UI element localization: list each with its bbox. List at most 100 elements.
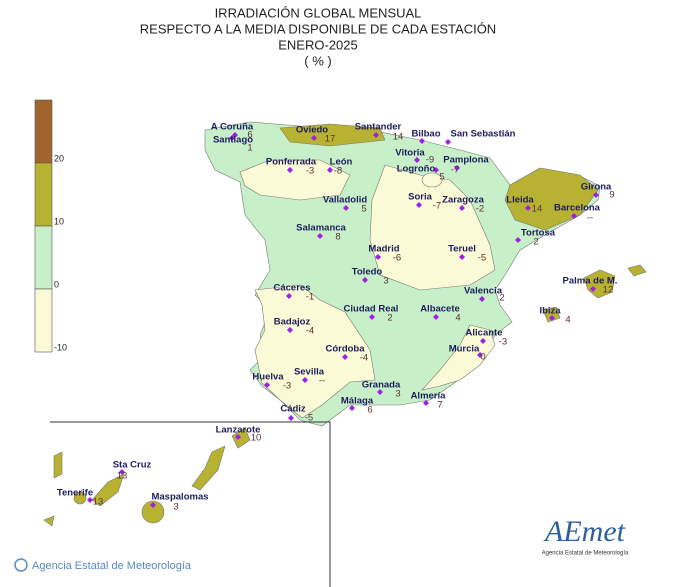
zone: [421, 172, 443, 188]
station-value: -3: [283, 381, 291, 392]
station-name: Ciudad Real: [344, 304, 399, 315]
station-value: 4: [565, 315, 570, 326]
station-name: Almería: [411, 391, 447, 402]
legend-swatch: [34, 99, 53, 164]
island: [542, 306, 561, 323]
station-name: Santander: [355, 122, 402, 133]
station-name: Cádiz: [280, 404, 306, 415]
station-marker: [342, 354, 348, 360]
station-value: -5: [305, 413, 313, 424]
station-marker: [515, 237, 521, 243]
station-marker: [288, 415, 294, 421]
station-marker: [373, 132, 379, 138]
station-name: Alicante: [466, 328, 503, 339]
station-name: Ponferrada: [266, 157, 317, 168]
station-name: Sevilla: [294, 367, 325, 378]
logo-subtitle: Agencia Estatal de Meteorología: [542, 551, 629, 557]
station-marker: [287, 327, 293, 333]
station-name: Salamanca: [296, 223, 346, 234]
station-name: Lanzarote: [216, 425, 261, 436]
logo: AEmet: [543, 515, 626, 548]
station-value: -9: [426, 155, 434, 166]
station-name: Huelva: [252, 372, 284, 383]
legend-label: 20: [54, 153, 64, 163]
station-marker: [423, 400, 429, 406]
zone: [239, 159, 351, 201]
station-marker: [311, 135, 317, 141]
title-line: ( % ): [304, 53, 331, 68]
station-value: 8: [335, 232, 340, 243]
station-name: Toledo: [352, 267, 383, 278]
station-marker: [433, 167, 439, 173]
station-value: 2: [387, 313, 392, 324]
station-value: 1: [247, 143, 252, 154]
station-marker: [150, 502, 156, 508]
station-marker: [362, 277, 368, 283]
station-value: -4: [360, 353, 368, 364]
footer-icon: [14, 558, 28, 572]
station-name: Valencia: [464, 286, 503, 297]
station-value: 10: [251, 433, 262, 444]
island: [73, 491, 87, 505]
station-value: -5: [478, 253, 486, 264]
station-name: Sta Cruz: [113, 460, 152, 471]
station-marker: [369, 314, 375, 320]
station-name: Barcelona: [554, 203, 601, 214]
inset-frame: [50, 421, 331, 587]
station-value: -6: [393, 253, 401, 264]
station-value: -1: [306, 292, 314, 303]
station-name: Vitoria: [395, 148, 425, 159]
station-name: Teruel: [448, 244, 476, 255]
footer-text: Agencia Estatal de Meteorología: [32, 560, 192, 572]
station-name: Maspalomas: [151, 492, 208, 503]
station-value: -7: [433, 201, 441, 212]
station-value: 13: [117, 471, 128, 482]
station-value: 3: [395, 389, 400, 400]
station-name: Bilbao: [411, 129, 440, 140]
island: [191, 445, 226, 491]
station-name: Albacete: [420, 304, 460, 315]
island: [141, 500, 165, 524]
station-value: -4: [306, 326, 314, 337]
legend-label: 0: [54, 279, 59, 289]
title-line: RESPECTO A LA MEDIA DISPONIBLE DE CADA E…: [140, 21, 496, 36]
station-value: 14: [393, 132, 404, 143]
station-value: 14: [532, 204, 543, 215]
station-name: Tortosa: [521, 228, 556, 239]
station-value: 2: [533, 237, 538, 248]
legend-label: -10: [54, 342, 67, 352]
station-marker: [445, 139, 451, 145]
station-name: Badajoz: [274, 317, 311, 328]
station-name: Santiago: [213, 135, 253, 146]
station-value: 12: [603, 285, 614, 296]
station-value: 4: [455, 313, 460, 324]
station-name: Madrid: [368, 244, 399, 255]
station-marker: [459, 205, 465, 211]
station-name: León: [330, 157, 353, 168]
station-marker: [317, 233, 323, 239]
station-value: 6: [247, 130, 252, 141]
station-marker: [549, 315, 555, 321]
station-value: -3: [499, 337, 507, 348]
station-name: Zaragoza: [442, 195, 484, 206]
island: [627, 264, 647, 277]
station-name: Valladolid: [323, 195, 368, 206]
station-value: 3: [383, 276, 388, 287]
land: [43, 121, 647, 527]
station-name: Cáceres: [274, 283, 311, 294]
station-value: 6: [367, 405, 372, 416]
station-value: 2: [499, 293, 504, 304]
station-value: 5: [439, 172, 444, 183]
island: [53, 451, 63, 479]
station-marker: [377, 389, 383, 395]
station-name: A Coruña: [211, 122, 254, 133]
legend-swatch: [34, 225, 53, 290]
station-value: 13: [93, 497, 104, 508]
legend-swatch: [34, 162, 53, 227]
station-name: Granada: [362, 380, 401, 391]
station-name: Lleida: [506, 195, 534, 206]
